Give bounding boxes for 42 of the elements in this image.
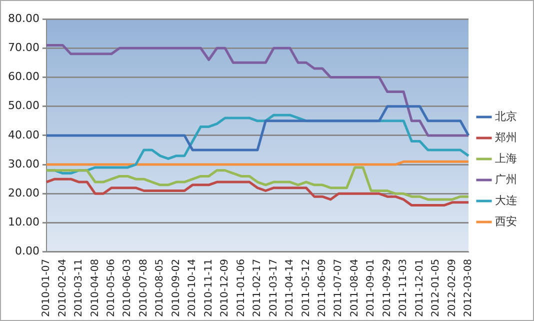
x-tick-label: 2010-06-03 (122, 258, 134, 318)
x-tick-label: 2011-01-06 (236, 258, 247, 318)
x-tick-label: 2011-06-09 (317, 258, 328, 318)
x-tick-label: 2011-02-17 (252, 258, 264, 318)
x-tick-label: 2010-11-11 (203, 258, 214, 318)
x-tick-label: 2011-09-29 (382, 258, 393, 318)
legend-label: 北京 (495, 110, 517, 123)
x-tick-label: 2011-09-01 (366, 258, 377, 318)
x-tick-label: 2010-08-05 (154, 258, 166, 318)
x-tick-label: 2010-10-14 (187, 258, 198, 318)
y-tick-label: 40.00 (8, 128, 40, 142)
y-tick-label: 80.00 (8, 12, 40, 25)
legend-label: 大连 (495, 194, 517, 207)
y-tick-label: 10.00 (8, 216, 40, 229)
x-tick-label: 2010-03-11 (74, 258, 85, 318)
x-tick-label: 2011-03-17 (268, 258, 280, 318)
legend-label: 西安 (495, 214, 517, 228)
x-tick-label: 2011-07-07 (333, 258, 344, 318)
x-tick-label: 2010-01-07 (41, 258, 52, 318)
y-tick-label: 70.00 (8, 40, 40, 54)
y-tick-label: 50.00 (8, 99, 40, 112)
x-tick-label: 2012-01-05 (430, 258, 442, 318)
y-tick-label: 20.00 (8, 186, 40, 200)
x-tick-label: 2011-11-03 (398, 258, 410, 318)
x-tick-label: 2010-05-06 (106, 258, 118, 318)
y-tick-label: 0.00 (14, 244, 40, 258)
x-tick-label: 2011-05-12 (300, 258, 312, 318)
x-tick-label: 2010-12-09 (220, 258, 231, 318)
x-tick-label: 2011-04-14 (284, 258, 296, 318)
x-tick-label: 2010-07-08 (138, 258, 150, 318)
x-tick-label: 2010-04-08 (90, 258, 101, 318)
x-tick-label: 2011-12-01 (414, 258, 426, 318)
x-tick-label: 2012-02-09 (446, 258, 458, 318)
y-tick-label: 30.00 (8, 157, 40, 170)
legend-label: 上海 (495, 152, 517, 165)
x-tick-label: 2010-02-04 (57, 258, 68, 318)
x-tick-label: 2010-09-02 (170, 258, 182, 318)
y-tick-label: 60.00 (8, 70, 40, 84)
legend-label: 郑州 (495, 130, 517, 144)
legend-label: 广州 (495, 172, 517, 186)
x-tick-label: 2011-08-04 (349, 258, 360, 318)
x-tick-label: 2012-03-08 (463, 258, 474, 318)
